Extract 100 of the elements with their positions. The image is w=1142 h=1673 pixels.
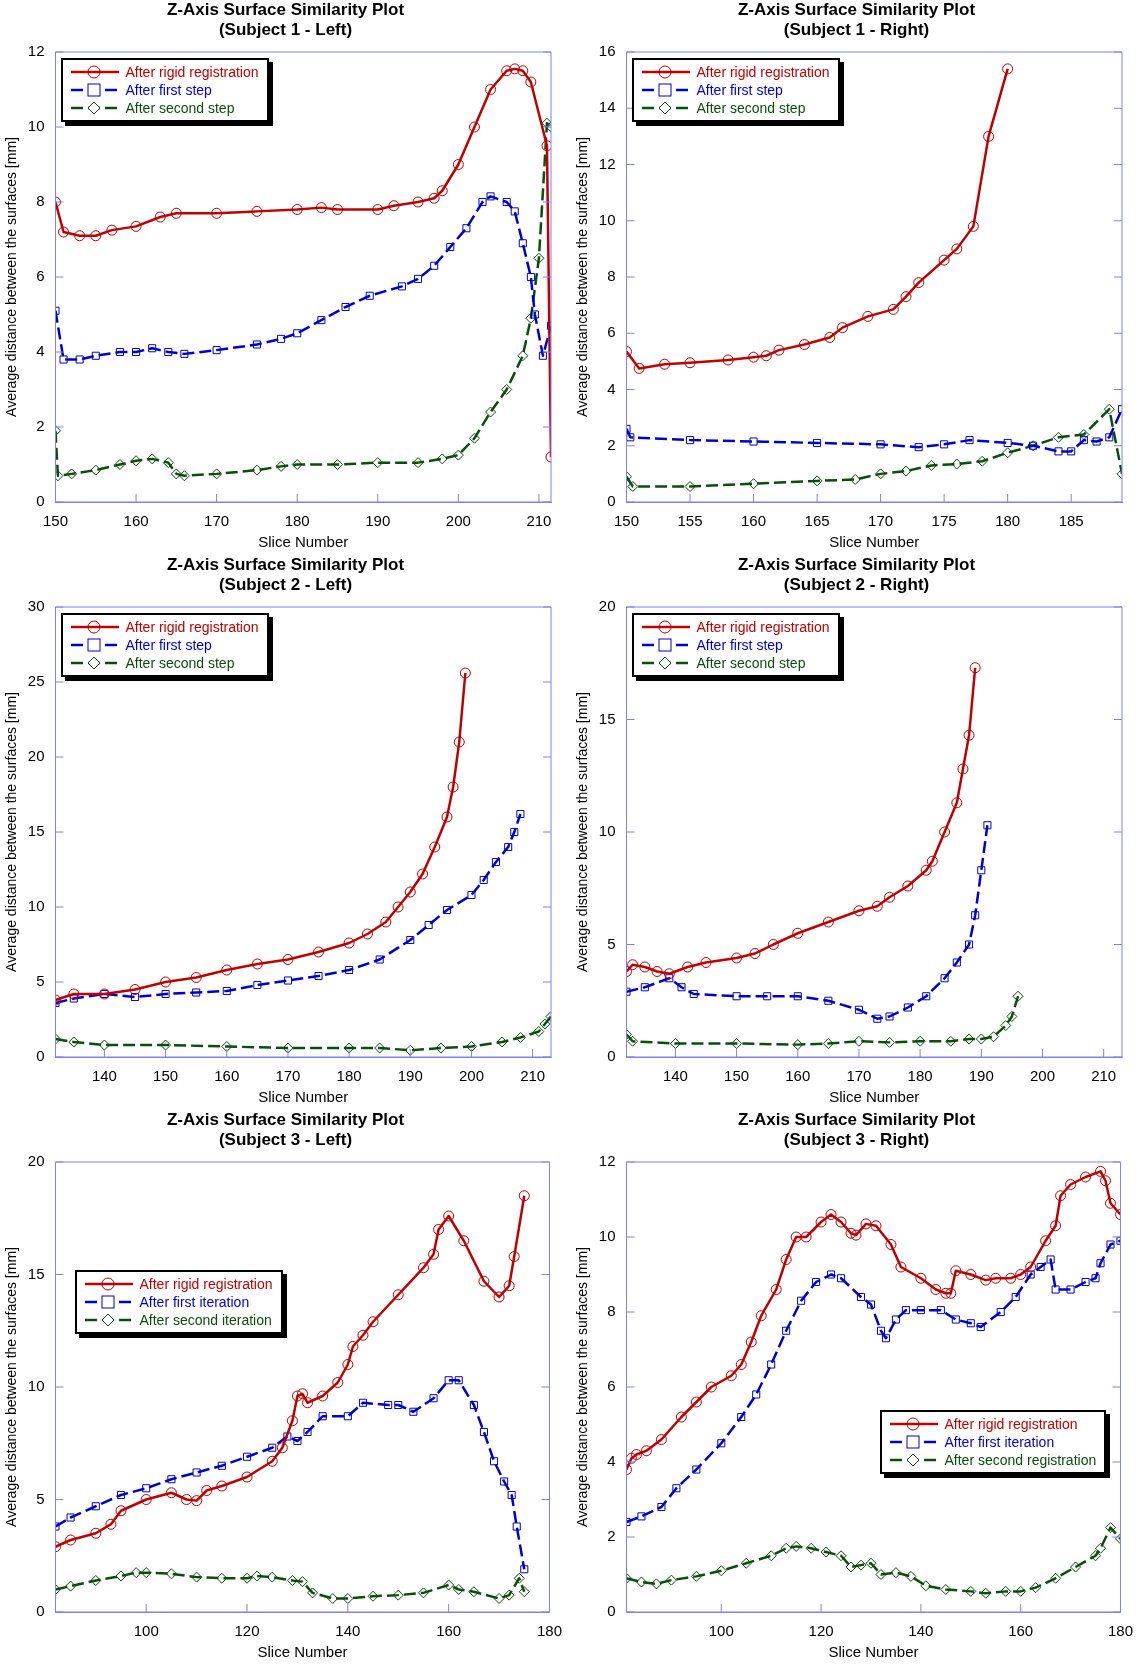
legend-label: After first step <box>696 636 783 654</box>
chart-title: Z-Axis Surface Similarity Plot <box>736 1110 977 1130</box>
y-tick-label: 20 <box>27 1152 45 1170</box>
legend-label: After second step <box>696 99 806 117</box>
x-tick-label: 120 <box>808 1622 834 1640</box>
y-axis-title: Average distance between the surfaces [mm] <box>3 1247 20 1527</box>
y-tick-label: 12 <box>27 42 45 60</box>
y-tick-label: 0 <box>607 492 616 510</box>
x-tick-label: 210 <box>526 512 552 530</box>
y-tick-label: 5 <box>36 1489 45 1507</box>
y-tick-label: 10 <box>27 897 45 915</box>
legend-label: After rigid registration <box>944 1414 1078 1433</box>
chart-subtitle: (Subject 1 - Left) <box>217 20 354 40</box>
x-tick-label: 140 <box>91 1067 117 1085</box>
chart-subtitle: (Subject 3 - Right) <box>782 1130 931 1150</box>
y-tick-label: 14 <box>598 98 616 116</box>
y-tick-label: 0 <box>36 1047 45 1065</box>
y-axis-title: Average distance between the surfaces [mm] <box>574 692 591 972</box>
x-tick-label: 160 <box>785 1067 811 1085</box>
x-axis-title: Slice Number <box>258 533 349 551</box>
y-axis-title: Average distance between the surfaces [mm] <box>574 1247 591 1527</box>
x-tick-label: 185 <box>1058 512 1084 530</box>
x-tick-label: 180 <box>995 512 1021 530</box>
x-tick-label: 150 <box>613 512 639 530</box>
x-tick-label: 180 <box>284 512 310 530</box>
y-tick-label: 4 <box>607 379 616 397</box>
x-tick-label: 150 <box>42 512 68 530</box>
y-axis-title: Average distance between the surfaces [mm] <box>574 137 591 417</box>
chart-title: Z-Axis Surface Similarity Plot <box>165 0 406 20</box>
legend-label: After second iteration <box>139 1311 272 1329</box>
x-tick-label: 210 <box>520 1067 546 1085</box>
legend-label: After first iteration <box>139 1293 250 1311</box>
x-tick-label: 200 <box>445 512 471 530</box>
y-tick-label: 10 <box>27 1377 45 1395</box>
y-tick-label: 25 <box>27 672 45 690</box>
x-tick-label: 160 <box>1008 1622 1034 1640</box>
y-tick-label: 0 <box>607 1047 616 1065</box>
y-tick-label: 6 <box>607 1377 616 1395</box>
chart-subtitle: (Subject 3 - Left) <box>217 1130 354 1150</box>
legend-label: After second registration <box>944 1450 1097 1469</box>
y-axis-title: Average distance between the surfaces [mm] <box>3 692 20 972</box>
x-tick-label: 155 <box>677 512 703 530</box>
y-tick-label: 5 <box>36 972 45 990</box>
y-tick-label: 16 <box>598 42 616 60</box>
y-tick-label: 8 <box>607 267 616 285</box>
legend-label: After rigid registration <box>696 618 830 636</box>
x-tick-label: 190 <box>365 512 391 530</box>
legend-label: After rigid registration <box>696 63 830 81</box>
x-tick-label: 170 <box>868 512 894 530</box>
y-tick-label: 0 <box>36 1602 45 1620</box>
chart-title: Z-Axis Surface Similarity Plot <box>165 555 406 575</box>
x-axis-title: Slice Number <box>828 1643 919 1661</box>
y-tick-label: 20 <box>598 597 616 615</box>
x-tick-label: 160 <box>123 512 149 530</box>
y-tick-label: 2 <box>36 417 45 435</box>
chart-title: Z-Axis Surface Similarity Plot <box>736 0 977 20</box>
x-tick-label: 180 <box>1107 1622 1133 1640</box>
x-axis-title: Slice Number <box>829 1088 920 1106</box>
legend-label: After second step <box>125 99 235 117</box>
y-tick-label: 12 <box>598 1152 616 1170</box>
x-tick-label: 160 <box>436 1622 462 1640</box>
x-tick-label: 150 <box>153 1067 179 1085</box>
x-tick-label: 190 <box>397 1067 423 1085</box>
legend-label: After rigid registration <box>125 63 259 81</box>
y-tick-label: 0 <box>36 492 45 510</box>
legend-label: After first step <box>125 81 212 99</box>
y-tick-label: 8 <box>607 1302 616 1320</box>
y-tick-label: 4 <box>607 1452 616 1470</box>
chart-subtitle: (Subject 2 - Right) <box>782 575 931 595</box>
x-tick-label: 100 <box>133 1622 159 1640</box>
y-axis-title: Average distance between the surfaces [mm] <box>3 137 20 417</box>
chart-title: Z-Axis Surface Similarity Plot <box>736 555 977 575</box>
y-tick-label: 8 <box>36 192 45 210</box>
legend-label: After second step <box>696 654 806 672</box>
x-tick-label: 160 <box>741 512 767 530</box>
x-tick-label: 180 <box>336 1067 362 1085</box>
x-axis-title: Slice Number <box>257 1643 348 1661</box>
x-tick-label: 200 <box>1029 1067 1055 1085</box>
y-tick-label: 30 <box>27 597 45 615</box>
y-tick-label: 10 <box>27 117 45 135</box>
x-tick-label: 200 <box>458 1067 484 1085</box>
x-tick-label: 140 <box>662 1067 688 1085</box>
y-tick-label: 4 <box>36 342 45 360</box>
x-tick-label: 140 <box>908 1622 934 1640</box>
y-tick-label: 6 <box>607 323 616 341</box>
x-axis-title: Slice Number <box>829 533 920 551</box>
x-tick-label: 165 <box>804 512 830 530</box>
y-tick-label: 5 <box>607 934 616 952</box>
x-tick-label: 140 <box>335 1622 361 1640</box>
legend-label: After second step <box>125 654 235 672</box>
x-tick-label: 170 <box>275 1067 301 1085</box>
x-tick-label: 150 <box>724 1067 750 1085</box>
legend-label: After first step <box>696 81 783 99</box>
y-tick-label: 15 <box>27 822 45 840</box>
y-tick-label: 2 <box>607 1527 616 1545</box>
x-tick-label: 190 <box>968 1067 994 1085</box>
y-tick-label: 12 <box>598 154 616 172</box>
x-tick-label: 180 <box>536 1622 562 1640</box>
x-tick-label: 100 <box>708 1622 734 1640</box>
chart-subtitle: (Subject 2 - Left) <box>217 575 354 595</box>
